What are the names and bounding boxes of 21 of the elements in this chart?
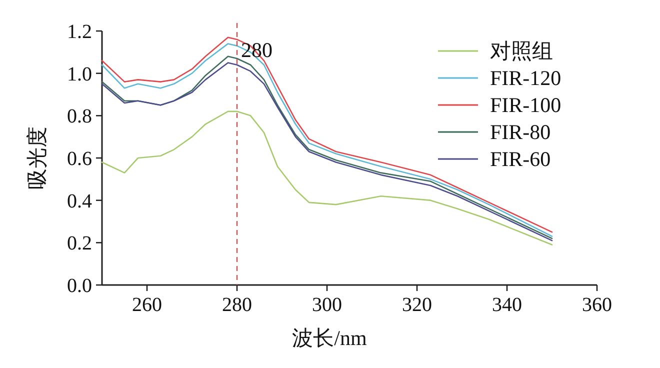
legend-label: FIR-80 bbox=[490, 120, 551, 144]
x-axis-title: 波长/nm bbox=[292, 326, 367, 350]
y-tick-label: 0.8 bbox=[67, 106, 92, 128]
x-tick-label: 340 bbox=[492, 294, 522, 316]
y-tick-label: 0.6 bbox=[67, 148, 92, 170]
x-tick-label: 280 bbox=[222, 294, 252, 316]
y-tick-label: 1.0 bbox=[67, 63, 92, 86]
legend-label: 对照组 bbox=[490, 39, 553, 63]
x-tick-label: 260 bbox=[132, 294, 162, 316]
legend-label: FIR-120 bbox=[490, 66, 562, 90]
x-tick-label: 300 bbox=[312, 294, 342, 316]
y-tick-label: 0.4 bbox=[67, 190, 92, 212]
line-series bbox=[101, 110, 553, 246]
x-tick-label: 320 bbox=[402, 294, 432, 316]
legend-label: FIR-60 bbox=[490, 147, 551, 171]
y-axis-title: 吸光度 bbox=[25, 126, 49, 190]
y-tick-label: 0.2 bbox=[67, 232, 92, 255]
y-tick-label: 1.2 bbox=[67, 21, 92, 43]
x-tick-label: 360 bbox=[582, 294, 612, 316]
legend-label: FIR-100 bbox=[490, 93, 562, 117]
y-tick-label: 0.0 bbox=[67, 275, 92, 297]
